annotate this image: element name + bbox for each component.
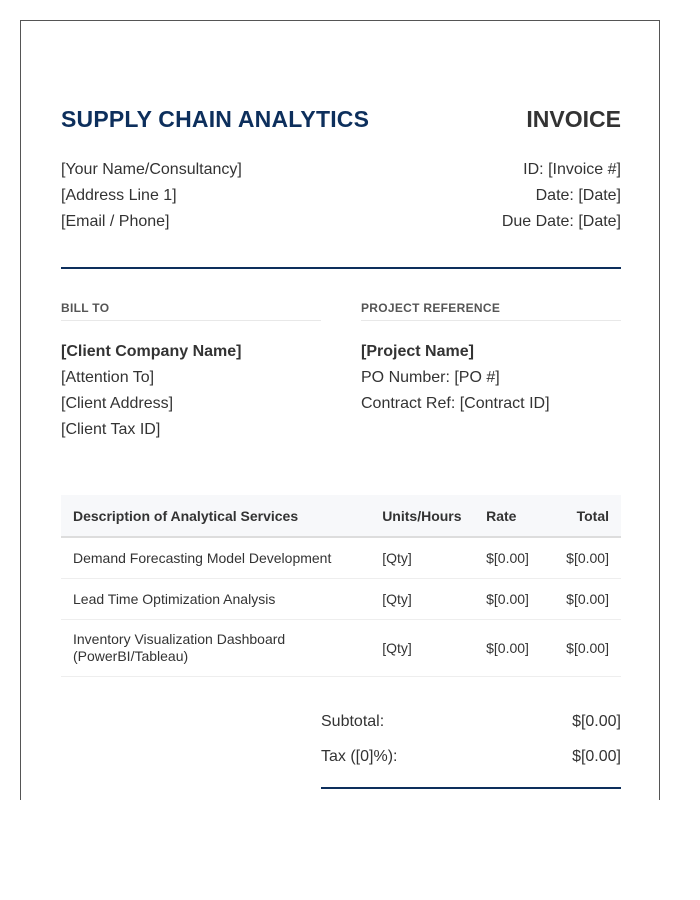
service-rate: $[0.00] [474,578,548,620]
table-row: Demand Forecasting Model Development [Qt… [61,537,621,579]
document-type: INVOICE [526,106,621,132]
totals-divider [321,787,621,789]
service-rate: $[0.00] [474,619,548,677]
column-header-units: Units/Hours [370,495,475,538]
brand-title: SUPPLY CHAIN ANALYTICS [61,106,370,132]
service-description: Demand Forecasting Model Development [61,537,371,579]
bill-to-title: BILL TO [61,301,321,321]
service-rate: $[0.00] [474,537,548,579]
subtotal-value: $[0.00] [572,713,621,730]
project-reference-section: PROJECT REFERENCE [Project Name] PO Numb… [361,301,621,417]
service-description: Lead Time Optimization Analysis [61,578,371,620]
client-tax-id: [Client Tax ID] [61,421,161,438]
project-details: [Project Name] PO Number: [PO #] Contrac… [361,339,621,417]
column-header-description: Description of Analytical Services [61,495,371,538]
table-row: Inventory Visualization Dashboard (Power… [61,619,621,677]
services-table: Description of Analytical Services Units… [61,495,621,677]
invoice-meta: ID: [Invoice #] Date: [Date] Due Date: [… [502,157,621,235]
sender-block: [Your Name/Consultancy] [Address Line 1]… [61,157,242,235]
tax-row: Tax ([0]%): $[0.00] [321,748,621,783]
subtotal-row: Subtotal: $[0.00] [321,713,621,748]
bill-to-details: [Client Company Name] [Attention To] [Cl… [61,339,321,443]
table-header-row: Description of Analytical Services Units… [61,495,621,538]
service-description: Inventory Visualization Dashboard (Power… [61,619,371,677]
bill-to-section: BILL TO [Client Company Name] [Attention… [61,301,321,443]
client-attention: [Attention To] [61,369,155,386]
tax-value: $[0.00] [572,748,621,765]
service-total: $[0.00] [547,619,621,677]
header-divider [61,267,621,269]
totals-section: Subtotal: $[0.00] Tax ([0]%): $[0.00] [321,713,621,783]
invoice-header: SUPPLY CHAIN ANALYTICS INVOICE [61,106,621,136]
project-reference-title: PROJECT REFERENCE [361,301,621,321]
column-header-total: Total [547,495,621,538]
invoice-due-date: Due Date: [Date] [501,213,621,230]
sender-contact: [Email / Phone] [61,213,170,230]
service-description-line-2: (PowerBI/Tableau) [73,648,189,664]
service-units: [Qty] [370,578,475,620]
sender-address: [Address Line 1] [61,187,177,204]
sender-name: [Your Name/Consultancy] [61,161,242,178]
po-number: PO Number: [PO #] [361,369,500,386]
service-description-line-1: Inventory Visualization Dashboard [73,631,286,647]
tax-label: Tax ([0]%): [321,748,398,765]
invoice-id: ID: [Invoice #] [523,161,621,178]
contract-reference: Contract Ref: [Contract ID] [361,395,550,412]
table-row: Lead Time Optimization Analysis [Qty] $[… [61,578,621,620]
project-name: [Project Name] [361,343,474,360]
service-units: [Qty] [370,619,475,677]
client-address: [Client Address] [61,395,174,412]
service-units: [Qty] [370,537,475,579]
column-header-rate: Rate [474,495,548,538]
invoice-date: Date: [Date] [535,187,621,204]
subtotal-label: Subtotal: [321,713,385,730]
service-total: $[0.00] [547,537,621,579]
invoice-page: SUPPLY CHAIN ANALYTICS INVOICE [Your Nam… [20,20,660,800]
client-company-name: [Client Company Name] [61,343,242,360]
service-total: $[0.00] [547,578,621,620]
